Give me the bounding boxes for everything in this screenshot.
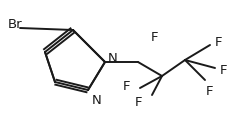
Text: F: F — [134, 96, 142, 109]
Text: F: F — [151, 31, 159, 44]
Text: N: N — [92, 94, 102, 107]
Text: F: F — [215, 35, 223, 49]
Text: F: F — [206, 85, 214, 98]
Text: F: F — [122, 79, 130, 93]
Text: Br: Br — [8, 18, 23, 30]
Text: F: F — [220, 63, 227, 77]
Text: N: N — [108, 51, 118, 65]
